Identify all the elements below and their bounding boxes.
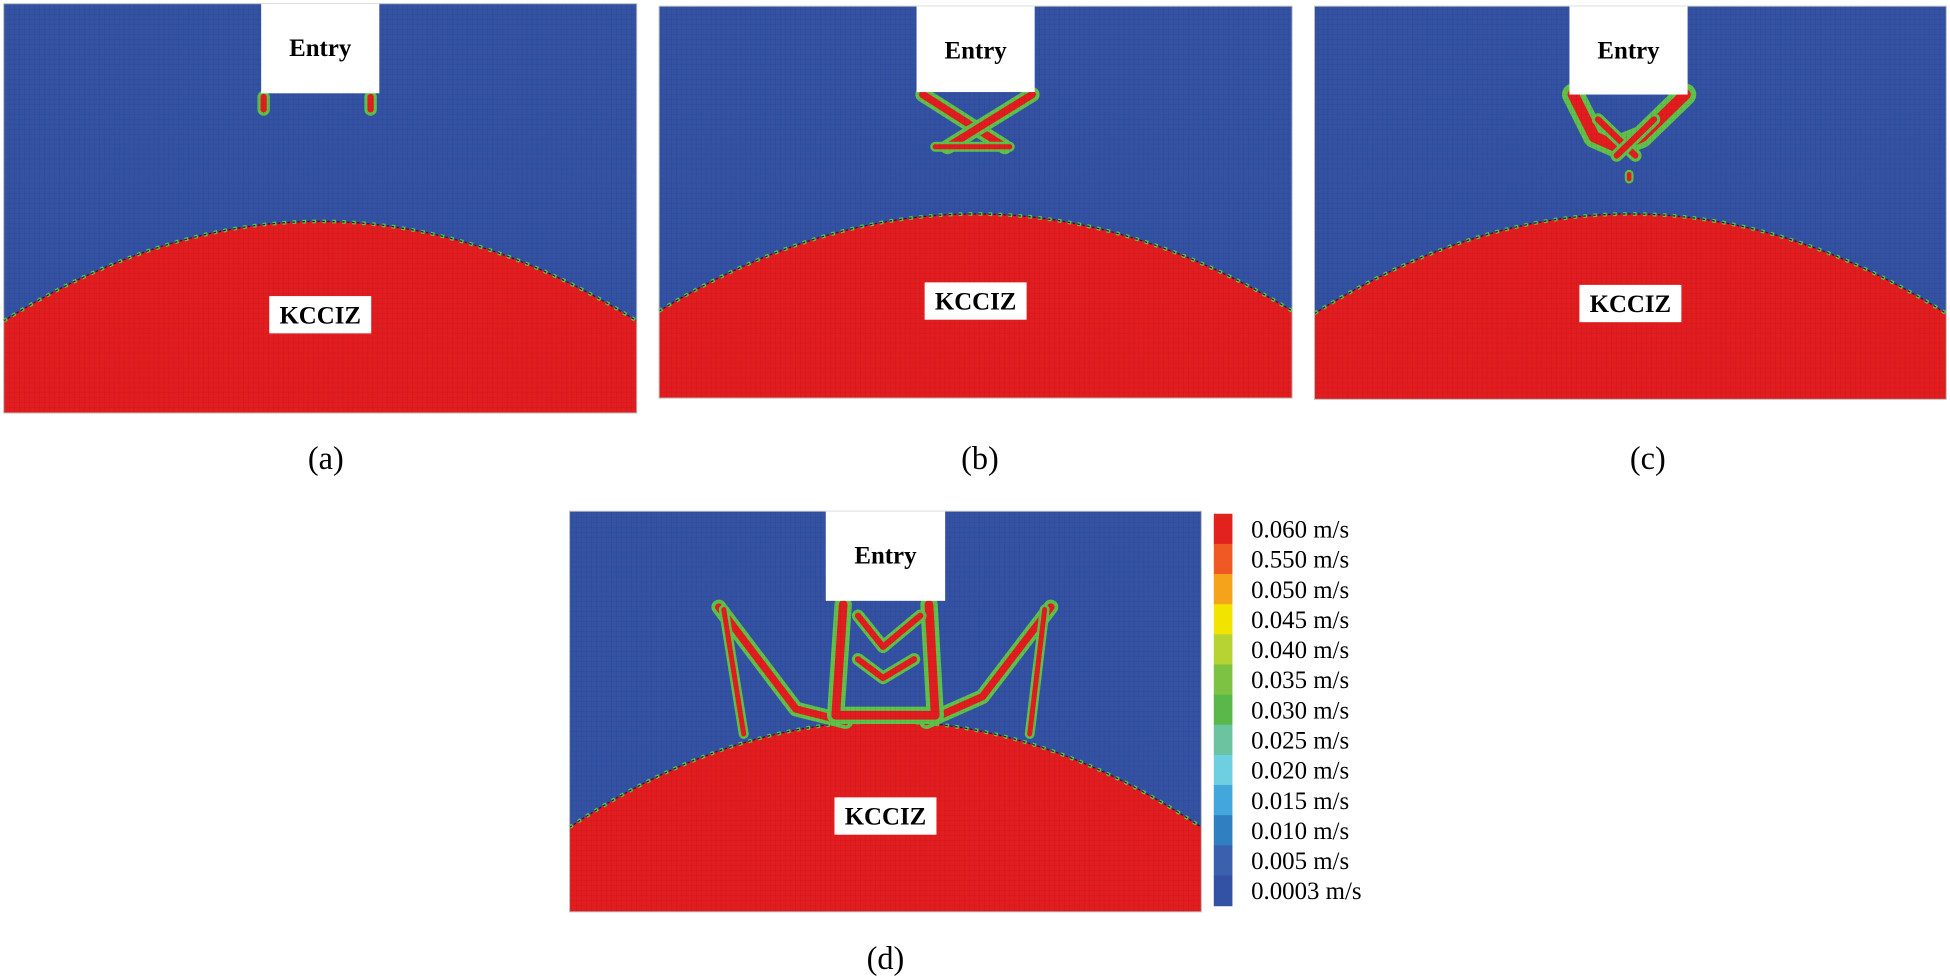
legend-label: 0.060 m/s [1251,517,1349,544]
legend-label: 0.010 m/s [1251,818,1349,845]
entry-label: Entry [289,35,352,62]
panel-caption: (c) [1630,440,1666,476]
panel: Entry KCCIZ [658,5,1294,399]
entry-box [916,6,1035,93]
zone-label-box [924,282,1027,320]
legend-label: 0.005 m/s [1251,848,1349,875]
entry-label: Entry [1597,37,1660,64]
legend-label: 0.040 m/s [1251,637,1349,664]
legend-label: 0.025 m/s [1251,728,1349,755]
panel-caption: (b) [961,440,999,476]
zone-label-box [269,296,372,334]
legend-swatch [1213,754,1233,786]
panel: Entry KCCIZ [1313,5,1948,400]
legend-swatch [1213,513,1233,545]
legend-swatch [1213,634,1233,666]
legend-swatch [1213,694,1233,726]
legend-swatch [1213,815,1233,846]
zone-label: KCCIZ [935,289,1016,316]
entry-label: Entry [854,543,917,570]
legend-swatch [1213,724,1233,756]
entry-box [1569,6,1688,95]
panel: Entry KCCIZ [568,510,1203,913]
legend-label: 0.0003 m/s [1251,878,1361,905]
legend-swatch [1213,604,1233,635]
legend: 0.060 m/s 0.550 m/s 0.050 m/s 0.045 m/s 0.04… [1213,513,1362,907]
legend-label: 0.020 m/s [1251,758,1349,785]
legend-label: 0.015 m/s [1251,788,1349,815]
legend-label: 0.045 m/s [1251,607,1349,634]
entry-box [261,3,380,94]
legend-label: 0.050 m/s [1251,577,1349,604]
legend-swatch [1213,574,1233,605]
panel: Entry KCCIZ [2,3,638,414]
zone-label-box [1579,284,1682,323]
panel-caption: (d) [867,940,905,976]
entry-box [825,511,946,601]
legend-swatch [1213,664,1233,696]
legend-label: 0.030 m/s [1251,697,1349,724]
legend-swatch [1213,875,1233,907]
zone-label: KCCIZ [1590,291,1671,318]
legend-swatch [1213,785,1233,816]
legend-label: 0.550 m/s [1251,547,1349,574]
entry-label: Entry [945,37,1008,64]
legend-swatch [1213,543,1233,575]
zone-label: KCCIZ [845,804,926,831]
legend-swatch [1213,845,1233,877]
zone-label-box [834,797,937,835]
panel-caption: (a) [308,440,344,476]
legend-label: 0.035 m/s [1251,667,1349,694]
zone-label: KCCIZ [279,302,360,329]
